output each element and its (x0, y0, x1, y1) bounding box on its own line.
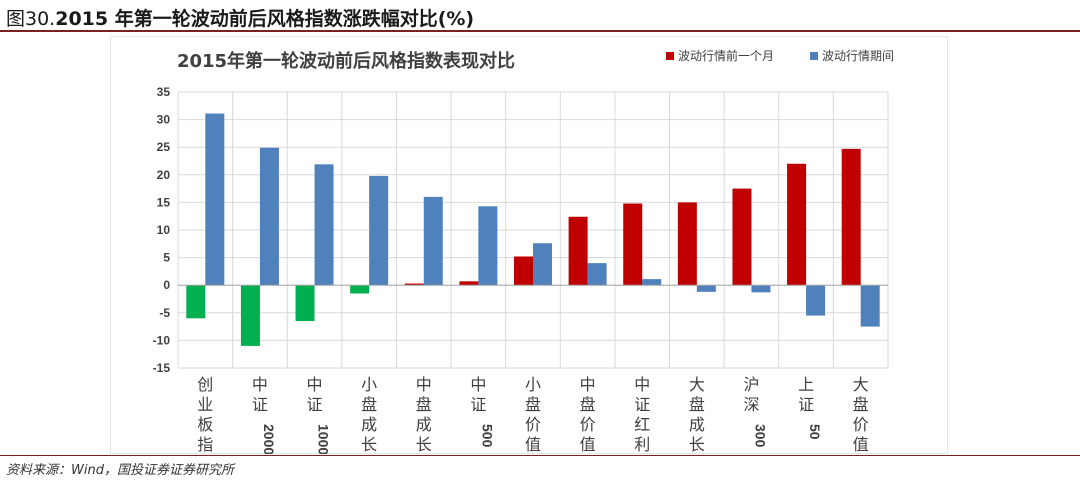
bar-pre-8 (568, 216, 588, 286)
bar-pre-12 (787, 163, 807, 286)
figure-title-text: 2015 年第一轮波动前后风格指数涨跌幅对比(%) (55, 8, 475, 30)
x-tick-label: 1000 (316, 424, 332, 454)
y-tick-label: 30 (157, 113, 171, 127)
bar-during-12 (806, 285, 826, 316)
x-tick-label: 证 (634, 395, 650, 414)
bar-during-6 (478, 206, 498, 286)
y-tick-label: -5 (159, 306, 170, 320)
bar-pre-10 (677, 202, 697, 286)
x-tick-label: 盘 (580, 395, 596, 414)
x-tick-label: 盘 (416, 395, 432, 414)
bar-during-11 (751, 285, 771, 293)
x-tick-label: 证 (470, 395, 486, 414)
source-rule (0, 455, 1080, 456)
chart-frame: 2015年第一轮波动前后风格指数表现对比 波动行情前一个月 波动行情期间 -15 -10… (110, 36, 948, 454)
bar-pre-4 (350, 285, 370, 294)
bar-during-1 (205, 113, 225, 286)
bar-during-10 (696, 285, 716, 292)
bar-during-4 (369, 175, 389, 286)
x-tick-label: 长 (361, 435, 377, 454)
x-tick-label: 300 (752, 424, 768, 448)
legend-label-pre: 波动行情前一个月 (678, 48, 774, 63)
x-tick-label: 业 (197, 395, 213, 414)
chart-title: 2015年第一轮波动前后风格指数表现对比 (177, 50, 515, 72)
y-tick-label: 0 (163, 278, 170, 292)
x-tick-label: 中 (252, 375, 268, 394)
x-tick-label: 盘 (525, 395, 541, 414)
x-tick-label: 成 (416, 415, 432, 434)
y-tick-label: 5 (163, 251, 170, 265)
x-tick-label: 板 (197, 415, 213, 434)
x-tick-label: 盘 (361, 395, 377, 414)
bar-during-13 (860, 285, 880, 327)
x-tick-label: 50 (807, 424, 823, 440)
x-tick-label: 证 (798, 395, 814, 414)
y-tick-label: 15 (157, 195, 171, 209)
y-tick-label: -15 (153, 361, 171, 375)
bar-pre-3 (295, 285, 315, 322)
x-tick-label: 价 (525, 415, 541, 434)
bar-pre-11 (732, 188, 752, 286)
x-tick-label: 500 (479, 424, 495, 448)
legend-swatch-during (810, 52, 818, 60)
bar-chart: 2015年第一轮波动前后风格指数表现对比 波动行情前一个月 波动行情期间 -15 -10… (153, 48, 894, 454)
x-tick-label: 沪 (743, 375, 759, 394)
x-tick-label: 价 (853, 415, 869, 434)
x-tick-label: 证 (252, 395, 268, 414)
x-tick-label: 盘 (853, 395, 869, 414)
bar-during-9 (642, 279, 662, 286)
y-tick-label: -10 (153, 333, 171, 347)
x-tick-label: 证 (307, 395, 323, 414)
title-rule (0, 30, 1080, 32)
bar-pre-7 (514, 256, 533, 286)
bar-pre-6 (459, 281, 479, 286)
x-tick-label: 价 (580, 415, 596, 434)
x-tick-label: 利 (634, 435, 650, 454)
bar-pre-13 (841, 148, 861, 286)
bar-pre-2 (240, 285, 260, 346)
x-tick-label: 中 (307, 375, 323, 394)
x-tick-label: 小 (361, 375, 377, 394)
x-tick-label: 值 (580, 435, 596, 454)
bar-during-8 (587, 263, 607, 286)
x-tick-label: 中 (634, 375, 650, 394)
bar-during-3 (314, 164, 334, 286)
legend-label-during: 波动行情期间 (822, 49, 894, 63)
x-tick-label: 2000 (261, 424, 277, 454)
y-tick-label: 20 (157, 168, 171, 182)
x-tick-label: 成 (689, 415, 705, 434)
bar-during-2 (259, 147, 279, 286)
x-tick-label: 大 (853, 375, 869, 394)
y-tick-label: 35 (157, 85, 171, 99)
x-tick-label: 长 (689, 435, 705, 454)
x-tick-label: 中 (470, 375, 486, 394)
x-tick-label: 盘 (689, 395, 705, 414)
x-tick-label: 指 (197, 435, 213, 454)
x-tick-label: 中 (580, 375, 596, 394)
bar-pre-1 (186, 285, 206, 319)
bar-during-5 (423, 196, 443, 286)
x-tick-label: 长 (416, 435, 432, 454)
x-tick-label: 中 (416, 375, 432, 394)
x-tick-label: 成 (361, 415, 377, 434)
legend-swatch-pre (666, 52, 674, 60)
bar-during-7 (533, 243, 552, 286)
x-tick-label: 红 (634, 415, 650, 434)
x-tick-label: 大 (689, 375, 705, 394)
x-tick-label: 创 (197, 375, 213, 394)
x-tick-label: 值 (853, 435, 869, 454)
x-tick-label: 上 (798, 375, 814, 394)
y-tick-label: 25 (157, 140, 171, 154)
figure-label: 图30. (6, 8, 56, 30)
source-note: 资料来源：Wind，国投证券证券研究所 (6, 463, 234, 478)
x-tick-label: 深 (743, 395, 759, 414)
figure-title: 图30.2015 年第一轮波动前后风格指数涨跌幅对比(%) (6, 4, 474, 31)
x-tick-label: 值 (525, 435, 541, 454)
y-tick-label: 10 (157, 223, 171, 237)
bar-pre-5 (404, 283, 424, 286)
x-tick-label: 小 (525, 375, 541, 394)
bar-pre-9 (623, 203, 643, 286)
